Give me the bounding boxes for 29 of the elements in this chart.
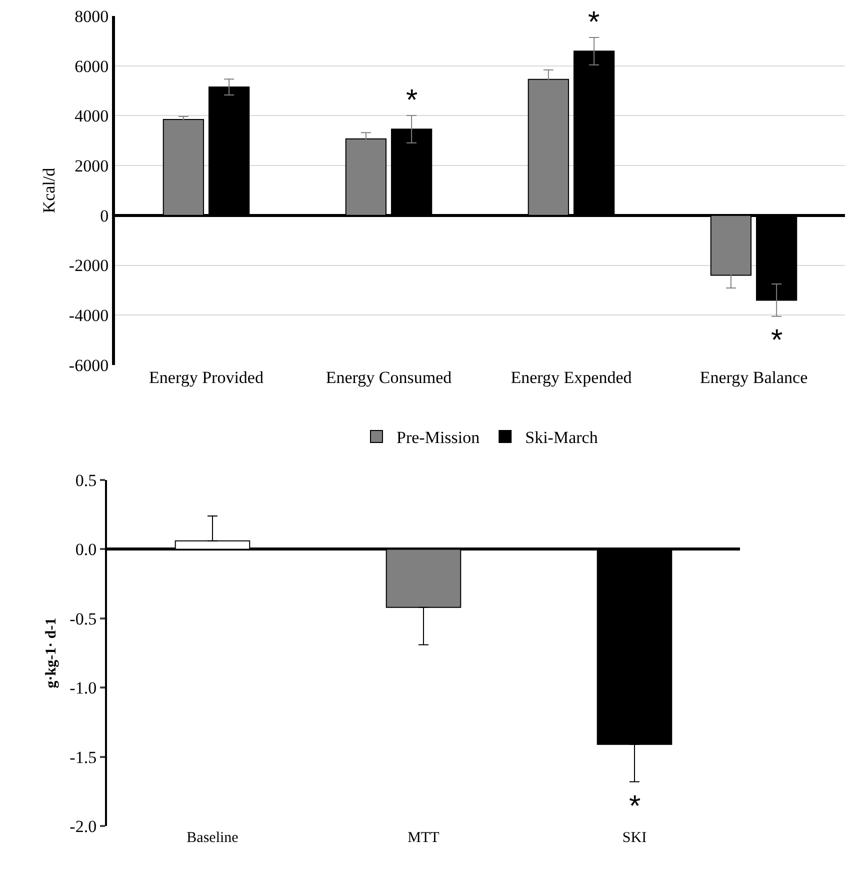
y-axis-title: g·kg-1· d-1 (43, 618, 60, 688)
annotation: * (629, 790, 641, 823)
y-tick-label: -4000 (68, 306, 109, 326)
y-tick-label: 8000 (74, 6, 109, 26)
x-tick-label: Energy Provided (149, 368, 264, 387)
y-tick-label: 6000 (74, 56, 109, 76)
y-tick-label: -6000 (68, 356, 109, 375)
legend-label: Pre-Mission (396, 428, 480, 448)
y-axis-title: Kcal/d (39, 167, 58, 214)
y-tick-label: 0 (100, 206, 109, 226)
x-tick-label: Energy Consumed (326, 368, 452, 387)
y-tick-label: 0.0 (75, 540, 97, 560)
y-tick-label: -1.0 (70, 678, 97, 698)
x-tick-label: Energy Expended (510, 368, 632, 387)
x-tick-label: Energy Balance (700, 368, 808, 387)
y-tick-label: 2000 (74, 156, 109, 176)
y-tick-label: 0.5 (75, 470, 97, 490)
annotation: * (771, 324, 783, 357)
x-tick-label: SKI (622, 830, 647, 846)
y-tick-label: -2000 (68, 256, 109, 276)
y-tick-label: -0.5 (70, 609, 97, 628)
y-tick-label: -1.5 (70, 748, 97, 767)
x-tick-label: Baseline (186, 830, 239, 846)
y-tick-label: 4000 (74, 106, 109, 126)
annotation: * (406, 84, 418, 117)
x-tick-label: MTT (408, 830, 440, 846)
annotation: * (588, 6, 600, 39)
legend-label: Ski-March (525, 428, 598, 448)
y-tick-label: -2.0 (70, 816, 97, 836)
